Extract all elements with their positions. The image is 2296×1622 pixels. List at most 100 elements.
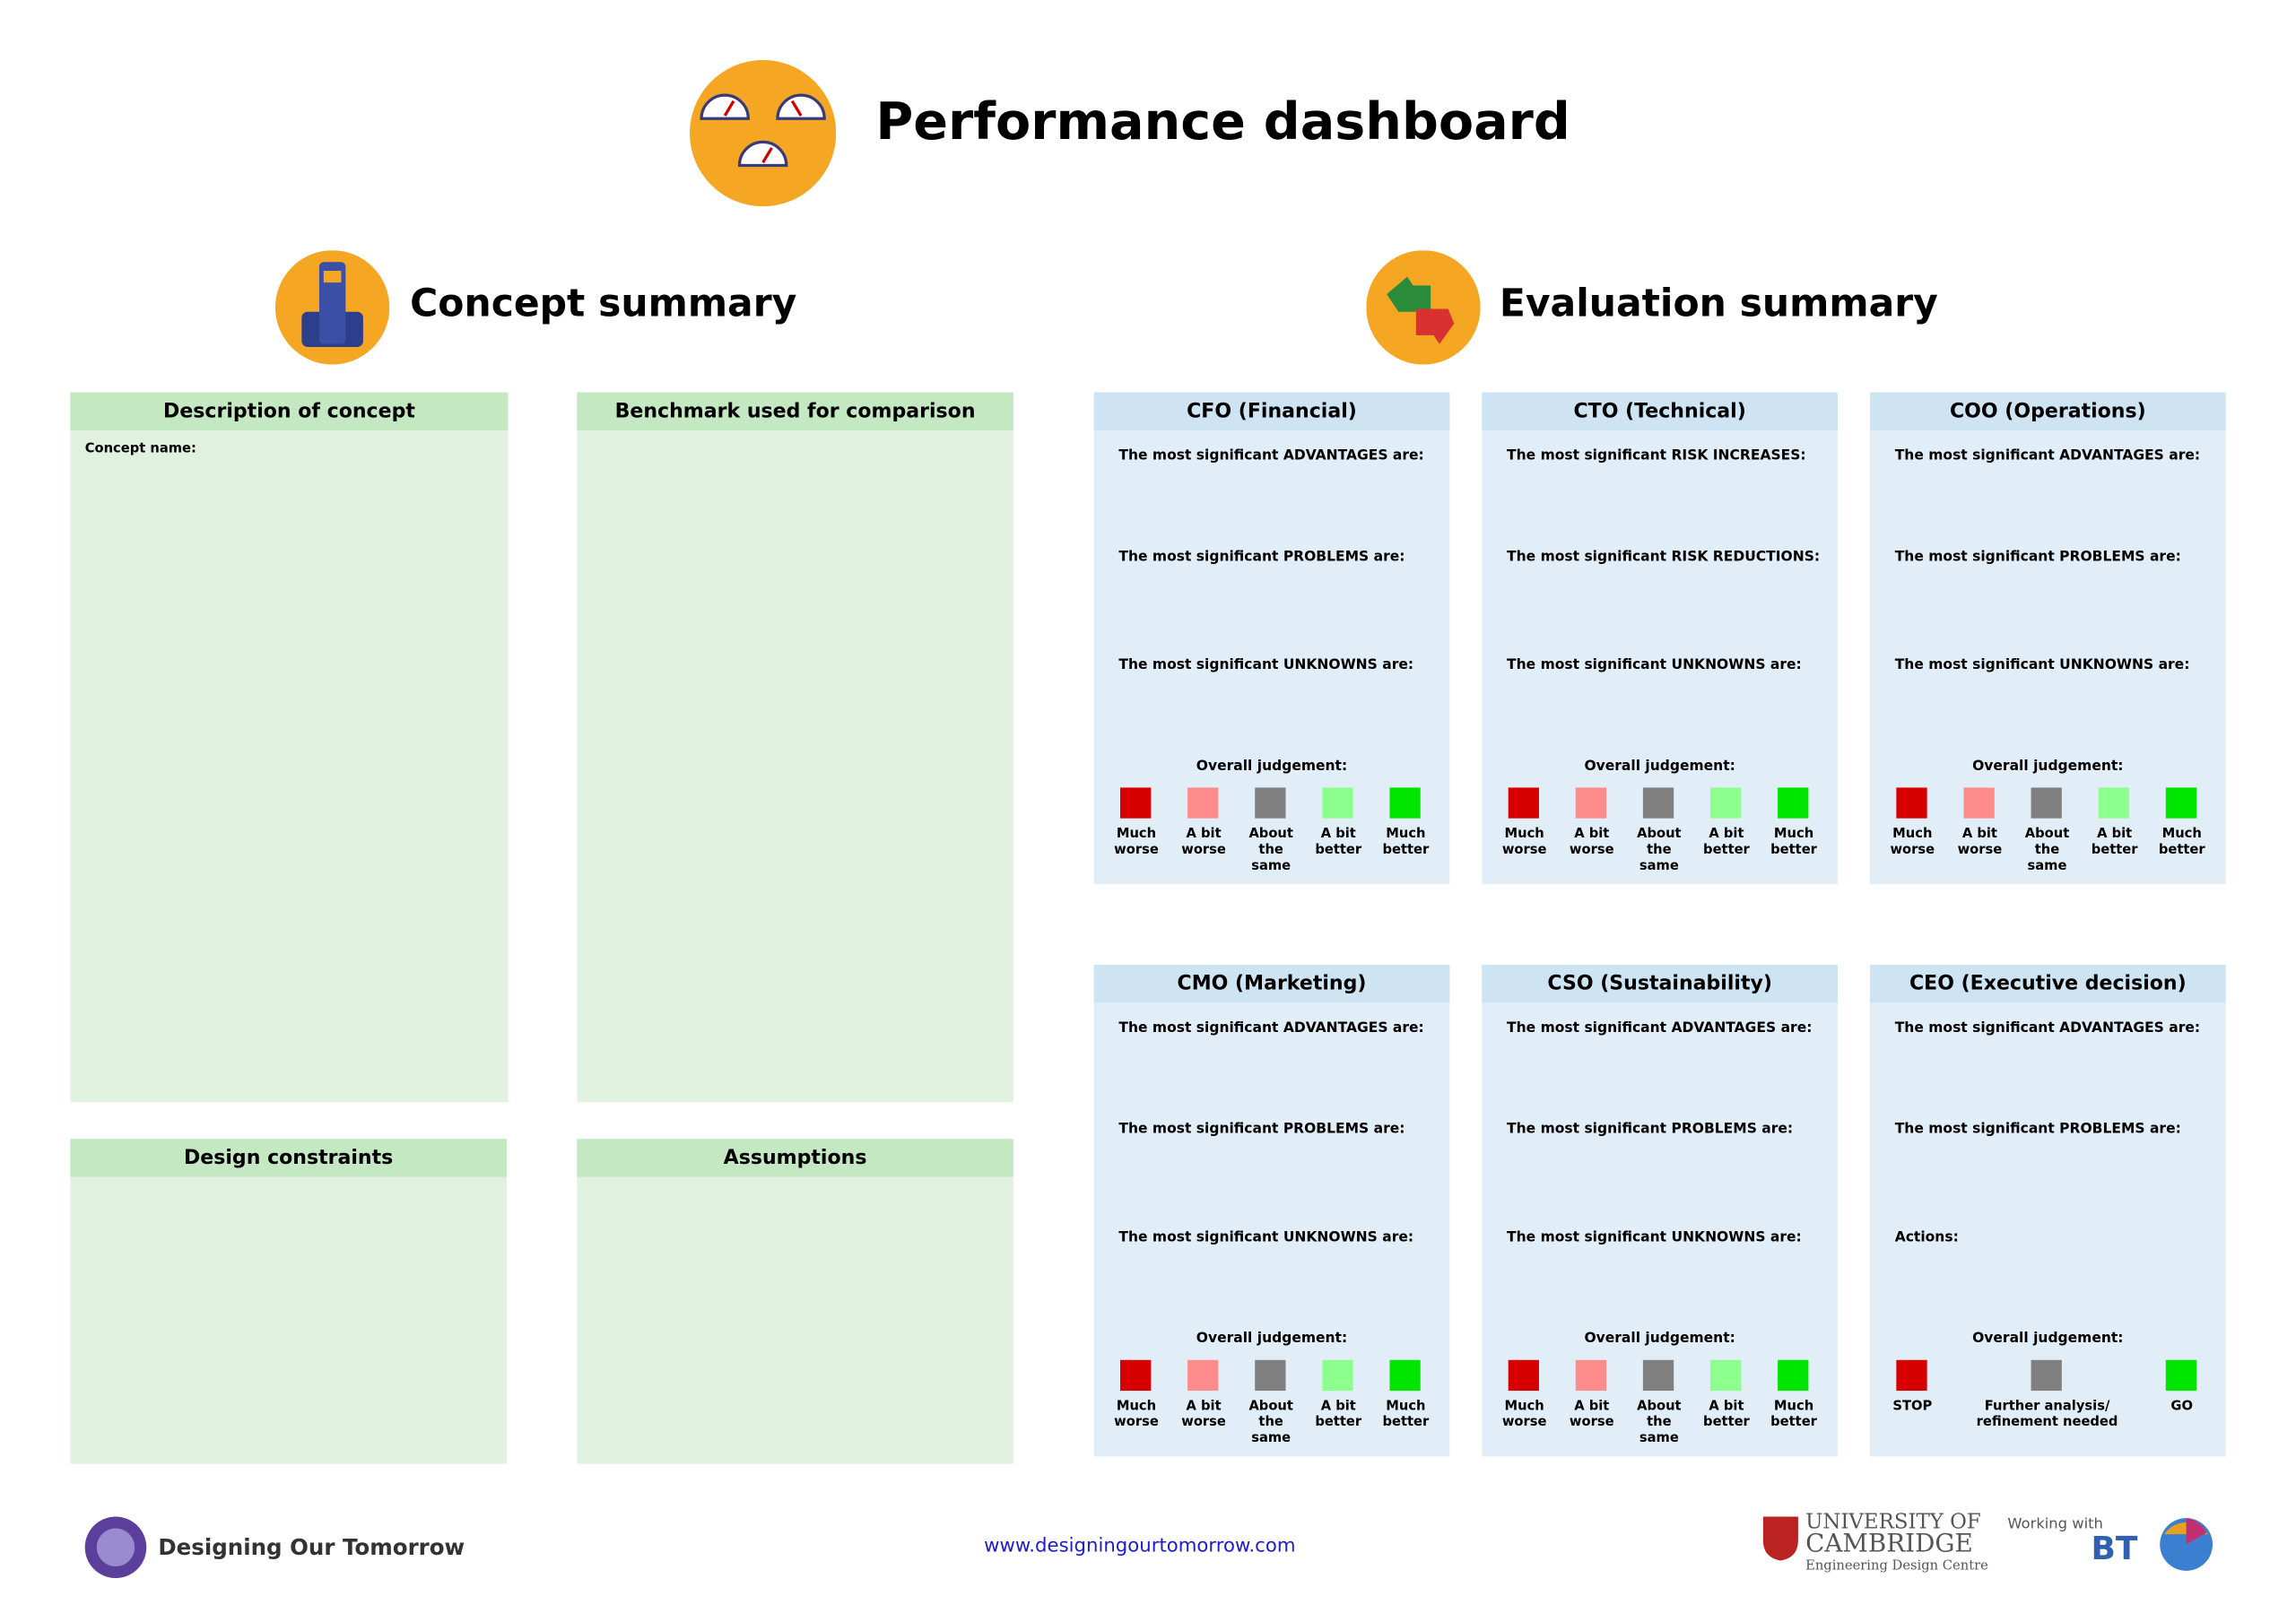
url[interactable]: www.designingourtomorrow.com (984, 1535, 1296, 1558)
university-line: CAMBRIDGE (1805, 1530, 1973, 1559)
panel-header: CEO (Executive decision) (1869, 964, 2226, 1003)
concept-panel: Description of concept Concept name: (70, 392, 509, 1103)
option-label: GO (2170, 1399, 2193, 1415)
prompt: The most significant ADVANTAGES are: (1118, 1019, 1424, 1037)
prompt: The most significant UNKNOWNS are: (1118, 1229, 1414, 1246)
panel-header: Design constraints (70, 1139, 507, 1177)
prompt: The most significant UNKNOWNS are: (1894, 657, 2190, 674)
option-label: STOP (1892, 1399, 1933, 1415)
option-label: Much worse (1114, 1399, 1159, 1431)
judgement-option[interactable] (1575, 1359, 1607, 1392)
university-line: Engineering Design Centre (1805, 1558, 1988, 1574)
judgement-option[interactable] (2031, 1359, 2062, 1392)
evaluation-panel: CFO (Financial) The most significant ADVA… (1093, 392, 1450, 885)
judgement-option[interactable] (2165, 1359, 2197, 1392)
judgement-option[interactable] (1963, 787, 1995, 819)
panel-header: Description of concept (70, 392, 509, 431)
judgement-option[interactable] (1255, 1359, 1286, 1392)
evaluation-icon (1366, 250, 1481, 365)
option-label: Much worse (1501, 827, 1547, 858)
option-label: A bit better (1315, 1399, 1362, 1431)
prompt: The most significant PROBLEMS are: (1894, 1121, 2181, 1138)
dashboard-icon (690, 59, 837, 207)
judgement-label: Overall judgement: (1584, 758, 1735, 775)
judgement-label: Overall judgement: (1196, 758, 1348, 775)
judgement-option[interactable] (1709, 787, 1742, 819)
judgement-option[interactable] (1389, 787, 1421, 819)
option-label: About the same (1637, 827, 1682, 874)
prompt: The most significant ADVANTAGES are: (1894, 1019, 2201, 1037)
judgement-option[interactable] (2031, 787, 2062, 819)
prompt: The most significant PROBLEMS are: (1118, 549, 1405, 566)
option-label: Much better (1770, 827, 1817, 858)
judgement-option[interactable] (1255, 787, 1286, 819)
prompt: The most significant UNKNOWNS are: (1507, 657, 1802, 674)
concept-panel: Benchmark used for comparison (577, 392, 1013, 1103)
option-label: A bit worse (1569, 1399, 1614, 1431)
judgement-option[interactable] (1120, 787, 1152, 819)
judgement-label: Overall judgement: (1972, 758, 2124, 775)
prompt: The most significant RISK INCREASES: (1507, 447, 1806, 464)
judgement-option[interactable] (1322, 1359, 1353, 1392)
section-title: Concept summary (410, 282, 797, 327)
panel-header: CMO (Marketing) (1093, 964, 1450, 1003)
prompt: The most significant UNKNOWNS are: (1507, 1229, 1802, 1246)
evaluation-panel: COO (Operations) The most significant ADV… (1869, 392, 2226, 885)
prompt: The most significant ADVANTAGES are: (1118, 447, 1424, 464)
judgement-option[interactable] (1120, 1359, 1152, 1392)
evaluation-panel: CTO (Technical) The most significant RISK… (1482, 392, 1839, 885)
concept-icon (274, 250, 390, 365)
option-label: A bit better (1703, 1399, 1750, 1431)
judgement-option[interactable] (1389, 1359, 1421, 1392)
option-label: About the same (1637, 1399, 1682, 1447)
judgement-option[interactable] (1508, 1359, 1539, 1392)
option-label: A bit better (1703, 827, 1750, 858)
option-label: About the same (2024, 827, 2070, 874)
concept-panel: Design constraints (70, 1139, 507, 1464)
prompt: The most significant PROBLEMS are: (1118, 1121, 1405, 1138)
judgement-label: Overall judgement: (1972, 1331, 2124, 1348)
judgement-label: Overall judgement: (1196, 1331, 1348, 1348)
judgement-option[interactable] (1778, 1359, 1809, 1392)
option-label: A bit worse (1181, 1399, 1226, 1431)
prompt: The most significant PROBLEMS are: (1507, 1121, 1794, 1138)
option-label: Much worse (1501, 1399, 1547, 1431)
option-label: Much worse (1890, 827, 1935, 858)
option-label: A bit worse (1181, 827, 1226, 858)
option-label: A bit worse (1957, 827, 2003, 858)
field-label: Concept name: (84, 442, 196, 457)
option-label: A bit worse (1569, 827, 1614, 858)
page-title: Performance dashboard (875, 93, 1570, 152)
option-label: Much better (1770, 1399, 1817, 1431)
prompt: The most significant ADVANTAGES are: (1894, 447, 2201, 464)
prompt: The most significant PROBLEMS are: (1894, 549, 2181, 566)
partner-intro: Working with (2007, 1516, 2103, 1533)
prompt: The most significant ADVANTAGES are: (1507, 1019, 1813, 1037)
judgement-option[interactable] (1642, 787, 1674, 819)
judgement-option[interactable] (1778, 787, 1809, 819)
university: UNIVERSITY OF CAMBRIDGE Engineering Desi… (1805, 1512, 1988, 1578)
option-label: A bit better (1315, 827, 1362, 858)
judgement-option[interactable] (1896, 787, 1927, 819)
judgement-option[interactable] (2165, 787, 2197, 819)
judgement-option[interactable] (1187, 787, 1219, 819)
judgement-option[interactable] (1575, 787, 1607, 819)
partner: BT (2091, 1531, 2138, 1568)
option-label: Further analysis/ refinement needed (1976, 1399, 2118, 1431)
judgement-option[interactable] (2098, 787, 2129, 819)
evaluation-panel: CEO (Executive decision) The most signifi… (1869, 964, 2226, 1457)
crest (1762, 1516, 1798, 1561)
prompt: Actions: (1894, 1229, 1959, 1246)
judgement-option[interactable] (1709, 1359, 1742, 1392)
judgement-option[interactable] (1187, 1359, 1219, 1392)
option-label: A bit better (2091, 827, 2138, 858)
judgement-option[interactable] (1322, 787, 1353, 819)
panel-header: Benchmark used for comparison (577, 392, 1013, 431)
judgement-option[interactable] (1642, 1359, 1674, 1392)
judgement-option[interactable] (1896, 1359, 1927, 1392)
option-label: Much better (2158, 827, 2205, 858)
judgement-label: Overall judgement: (1584, 1331, 1735, 1348)
judgement-option[interactable] (1508, 787, 1539, 819)
evaluation-panel: CMO (Marketing) The most significant ADVA… (1093, 964, 1450, 1457)
